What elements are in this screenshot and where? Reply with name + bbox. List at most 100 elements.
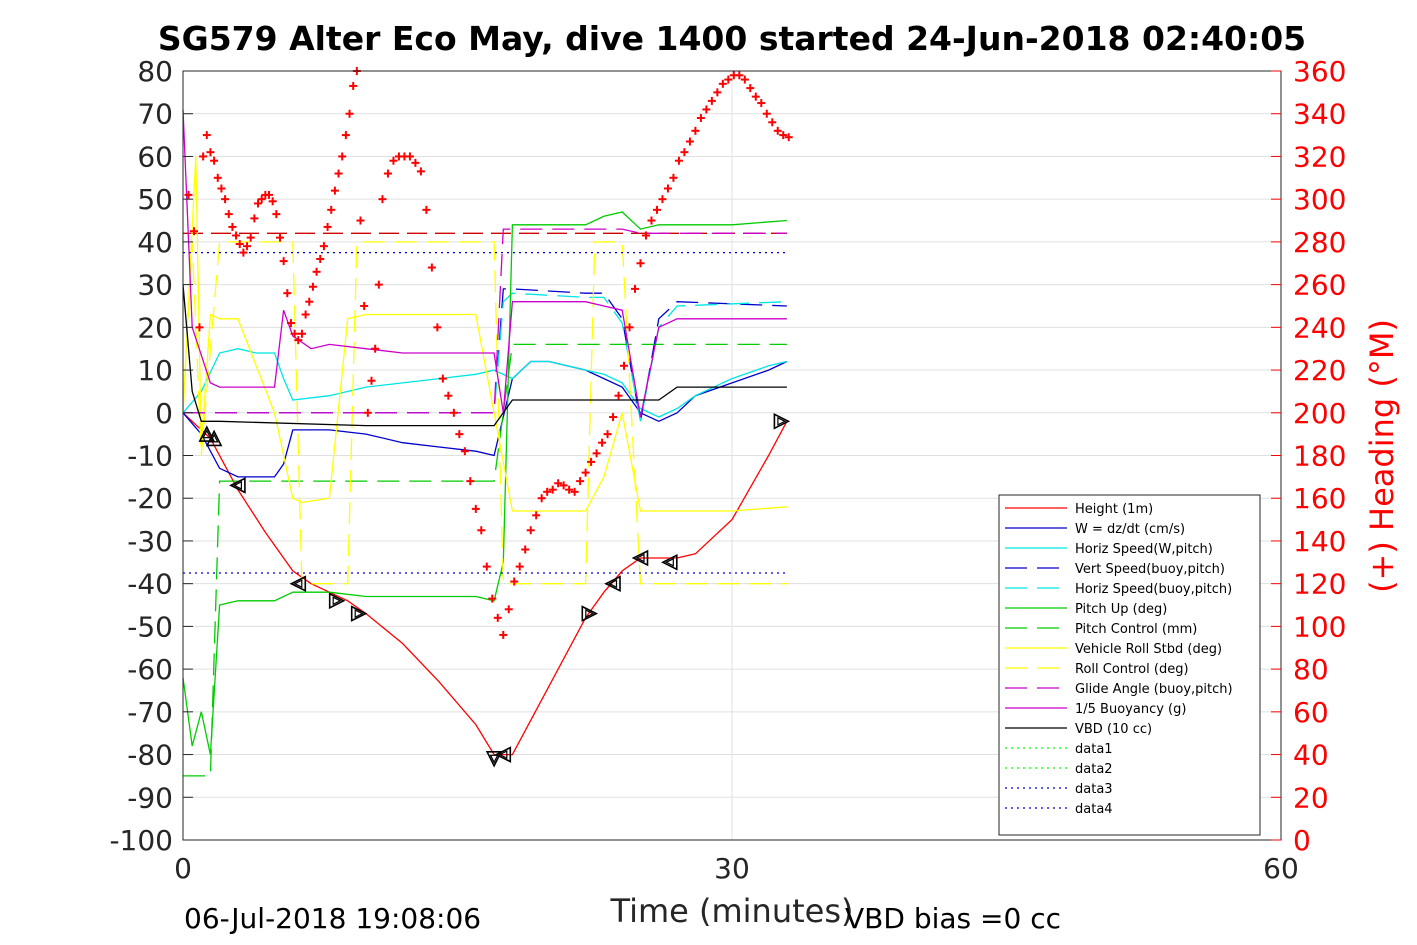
tick-label-right: 120 [1293, 568, 1346, 601]
heading-point [363, 408, 372, 417]
heading-point [199, 152, 208, 161]
legend-box [998, 494, 1261, 836]
series-line-vbd-10-cc [182, 284, 787, 427]
apogee-marker [631, 549, 649, 567]
heading-point [598, 438, 607, 447]
heading-point [663, 184, 672, 193]
legend-entry: data2 [1075, 762, 1113, 777]
apogee-marker-inner [293, 579, 303, 589]
apogee-marker-inner [209, 433, 219, 443]
heading-point [449, 408, 458, 417]
apogee-marker [494, 746, 512, 763]
heading-point [305, 297, 314, 306]
heading-point [702, 105, 711, 114]
heading-point [427, 263, 436, 272]
heading-point [455, 430, 464, 439]
tick-label-right: 0 [1293, 824, 1311, 857]
tick-label-left: -60 [127, 653, 173, 686]
heading-point [195, 323, 204, 332]
legend-entry: Vehicle Roll Stbd (deg) [1075, 642, 1222, 657]
heading-point [641, 231, 650, 240]
apogee-marker-inner [489, 754, 499, 764]
heading-point [592, 449, 601, 458]
heading-point [356, 216, 365, 225]
series-line-glide-angle-buoy-pitch [183, 228, 787, 414]
heading-point [411, 158, 420, 167]
heading-point [433, 323, 442, 332]
apogee-marker-inner [354, 609, 364, 619]
heading-point [581, 468, 590, 477]
apogee-marker [328, 592, 346, 610]
heading-point [308, 282, 317, 291]
apogee-marker-inner [498, 750, 508, 760]
tick-label-left: -20 [127, 482, 173, 515]
tick-label-right: 140 [1293, 525, 1346, 558]
tick-label-left: -80 [127, 739, 173, 772]
heading-point [374, 280, 383, 289]
heading-point [482, 562, 491, 571]
heading-point [647, 216, 656, 225]
x-axis: 0 30 60 [174, 852, 1299, 885]
apogee-marker-inner [777, 416, 787, 426]
legend-entry: data4 [1075, 802, 1113, 817]
legend-entry: Horiz Speed(W,pitch) [1075, 542, 1213, 557]
apogee-marker [289, 575, 307, 592]
heading-point [548, 485, 557, 494]
heading-point [576, 477, 585, 486]
tick-label-left: 0 [155, 397, 173, 430]
tick-label-right: 20 [1293, 781, 1329, 814]
chart-title: SG579 Alter Eco May, dive 1400 started 2… [158, 19, 1306, 58]
heading-point [213, 173, 222, 182]
heading-point [290, 329, 299, 338]
heading-point [762, 109, 771, 118]
tick-label-right: 340 [1293, 98, 1346, 131]
tick-label-left: 40 [137, 226, 173, 259]
heading-point [265, 190, 274, 199]
heading-point [614, 391, 623, 400]
tick-label-left: -40 [127, 568, 173, 601]
tick-label-right: 300 [1293, 183, 1346, 216]
heading-point [570, 487, 579, 496]
heading-point [286, 319, 295, 328]
legend-entry: Pitch Control (mm) [1075, 622, 1197, 637]
tick-label-right: 60 [1293, 696, 1329, 729]
heading-point [532, 511, 541, 520]
heading-point [371, 344, 380, 353]
tick-label-left: -90 [127, 781, 173, 814]
tick-label-left: -10 [127, 440, 173, 473]
heading-point [466, 477, 475, 486]
heading-point [521, 545, 530, 554]
tick-label-left: 20 [137, 311, 173, 344]
apogee-marker-inner [585, 609, 595, 619]
heading-point [658, 195, 667, 204]
apogee-marker-inner [202, 429, 212, 439]
tick-label-right: 240 [1293, 311, 1346, 344]
footer-timestamp: 06-Jul-2018 19:08:06 [184, 902, 481, 935]
apogee-marker-inner [664, 557, 674, 567]
apogee-marker [205, 429, 223, 447]
heading-point [217, 184, 226, 193]
heading-point [488, 594, 497, 603]
heading-point [189, 227, 198, 236]
tick-label-right: 260 [1293, 269, 1346, 302]
heading-point [510, 577, 519, 586]
heading-point [228, 222, 237, 231]
heading-point [383, 169, 392, 178]
heading-point [334, 169, 343, 178]
legend-entry: data3 [1075, 782, 1113, 797]
apogee-marker [229, 477, 246, 494]
heading-point [275, 233, 284, 242]
heading-point [243, 242, 252, 251]
tick-label-right: 280 [1293, 226, 1346, 259]
legend-entry: data1 [1075, 742, 1113, 757]
heading-point [268, 197, 277, 206]
heading-point [389, 156, 398, 165]
series-line-horiz-speed-w-pitch [182, 348, 788, 418]
heading-point [444, 391, 453, 400]
heading-point [707, 96, 716, 105]
heading-point [471, 504, 480, 513]
tick-label-right: 200 [1293, 397, 1346, 430]
tick-label-left: 60 [137, 140, 173, 173]
heading-point [636, 259, 645, 268]
apogee-marker-inner [635, 553, 645, 563]
